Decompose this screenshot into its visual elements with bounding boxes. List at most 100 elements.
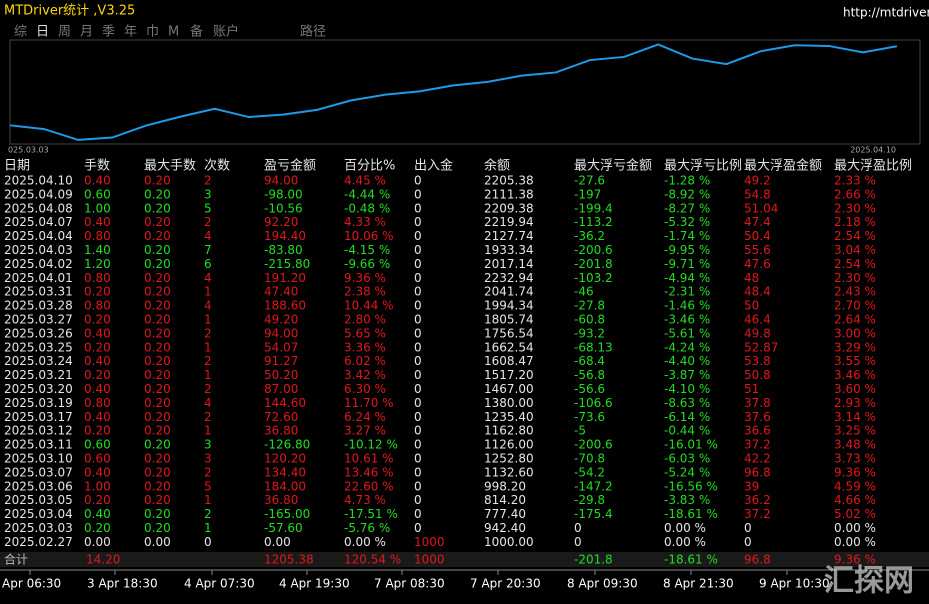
table-cell: 1994.34 [484, 299, 534, 313]
table-cell: 3.48 % [834, 438, 876, 452]
table-cell: 5.65 % [344, 326, 386, 340]
table-cell: 4 [204, 396, 212, 410]
table-cell: -4.15 % [344, 243, 390, 257]
table-cell: 2025.04.03 [4, 243, 73, 257]
table-cell: 191.20 [264, 271, 306, 285]
table-cell: 4.59 % [834, 479, 876, 493]
table-cell: 1252.80 [484, 452, 534, 466]
table-cell: 0.20 [144, 285, 171, 299]
tab[interactable]: 巾 [146, 25, 159, 40]
table-cell: 1 [204, 313, 212, 327]
table-cell: 0 [414, 313, 422, 327]
table-cell: 3.42 % [344, 368, 386, 382]
table-cell: 0.00 % [834, 535, 876, 549]
table-cell: 36.80 [264, 493, 298, 507]
table-cell: 2025.03.24 [4, 354, 73, 368]
table-cell: 0 [414, 465, 422, 479]
chart-x-label: 2025.04.10 [850, 146, 896, 155]
table-cell: 6 [204, 257, 212, 271]
table-cell: 53.8 [744, 354, 771, 368]
table-cell: 0.20 [144, 396, 171, 410]
tab[interactable]: 路径 [300, 24, 326, 40]
time-label: 4 Apr 19:30 [279, 577, 350, 591]
table-cell: -9.95 % [664, 243, 710, 257]
table-cell: 2025.03.11 [4, 438, 73, 452]
table-cell: 3 [204, 187, 212, 201]
table-cell: 92.20 [264, 215, 298, 229]
table-cell: 46.4 [744, 313, 771, 327]
time-label: 7 Apr 20:30 [470, 577, 541, 591]
table-cell: 0.00 % [834, 521, 876, 535]
table-cell: 1132.60 [484, 465, 534, 479]
table-cell: -17.51 % [344, 507, 398, 521]
table-cell: 0.60 [84, 438, 111, 452]
table-cell: 37.6 [744, 410, 771, 424]
table-cell: 188.60 [264, 299, 306, 313]
table-cell: -3.46 % [664, 313, 710, 327]
table-cell: -18.61 % [664, 507, 718, 521]
table-cell: 1162.80 [484, 424, 534, 438]
table-cell: 2025.03.05 [4, 493, 73, 507]
table-cell: 0 [414, 424, 422, 438]
table-cell: 55.6 [744, 243, 771, 257]
table-cell: -27.6 [574, 174, 605, 188]
table-cell: 42.2 [744, 452, 771, 466]
table-cell: 2025.04.09 [4, 187, 73, 201]
table-cell: -9.66 % [344, 257, 390, 271]
total-row-bg [0, 552, 929, 567]
total-cell: 1205.38 [264, 553, 314, 567]
tab[interactable]: 日 [36, 25, 49, 40]
tab[interactable]: 备 [190, 24, 203, 40]
table-cell: 0.20 [144, 438, 171, 452]
table-cell: 120.20 [264, 452, 306, 466]
table-cell: 0.20 [144, 257, 171, 271]
column-header: 出入金 [414, 158, 453, 174]
table-cell: 6.02 % [344, 354, 386, 368]
table-cell: -98.00 [264, 187, 303, 201]
column-header: 最大浮盈比例 [834, 159, 912, 174]
table-cell: 36.6 [744, 424, 771, 438]
tab[interactable]: M [168, 25, 179, 40]
tab[interactable]: 季 [102, 25, 115, 40]
table-cell: 0 [414, 396, 422, 410]
column-header: 最大浮亏比例 [664, 159, 742, 174]
table-cell: 998.20 [484, 479, 526, 493]
table-cell: 0 [414, 354, 422, 368]
total-cell: 96.8 [744, 553, 771, 567]
table-cell: -1.46 % [664, 299, 710, 313]
table-cell: -68.4 [574, 354, 605, 368]
table-cell: -56.6 [574, 382, 605, 396]
table-cell: -10.56 [264, 201, 303, 215]
table-cell: 0.00 % [344, 535, 386, 549]
table-cell: -6.14 % [664, 410, 710, 424]
table-cell: 0 [744, 535, 752, 549]
table-cell: 2 [204, 507, 212, 521]
table-cell: -4.40 % [664, 354, 710, 368]
tab[interactable]: 综 [14, 25, 27, 40]
table-cell: 0 [414, 340, 422, 354]
table-cell: -8.27 % [664, 201, 710, 215]
table-cell: 1000.00 [484, 535, 534, 549]
table-cell: 2.54 % [834, 257, 876, 271]
tab[interactable]: 周 [58, 25, 71, 40]
table-cell: 2 [204, 465, 212, 479]
table-cell: 2025.03.12 [4, 424, 73, 438]
table-cell: -93.2 [574, 326, 605, 340]
tab[interactable]: 账户 [213, 24, 239, 40]
table-cell: 1805.74 [484, 313, 534, 327]
table-cell: -113.2 [574, 215, 613, 229]
table-cell: -1.28 % [664, 174, 710, 188]
table-cell: 37.8 [744, 396, 771, 410]
tab[interactable]: 年 [124, 25, 137, 40]
tab[interactable]: 月 [80, 25, 93, 40]
table-cell: 0.20 [144, 340, 171, 354]
table-cell: 2025.04.10 [4, 174, 73, 188]
time-label: 9 Apr 10:30 [759, 577, 830, 591]
table-cell: 2025.03.19 [4, 396, 73, 410]
table-cell: 47.6 [744, 257, 771, 271]
table-cell: 0.60 [84, 187, 111, 201]
table-cell: 48.4 [744, 285, 771, 299]
column-header: 余额 [484, 158, 510, 174]
table-cell: 0.80 [84, 396, 111, 410]
table-cell: 1608.47 [484, 354, 534, 368]
